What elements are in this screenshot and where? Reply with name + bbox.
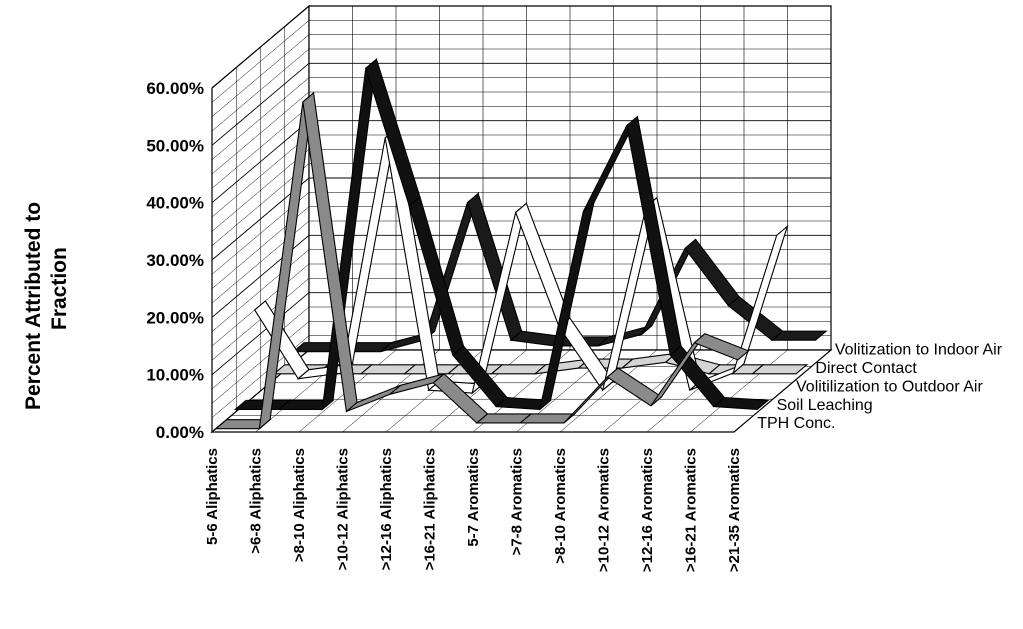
series-label: Soil Leaching (777, 397, 873, 414)
series-0-ribbon (214, 91, 750, 431)
y-tick-label: 60.00% (146, 79, 204, 98)
series-3-segment (751, 364, 809, 375)
x-tick-label: >16-21 Aromatics (683, 448, 700, 572)
series-label: TPH Conc. (757, 415, 835, 432)
series-4-ribbon (291, 191, 828, 353)
y-axis-label-line-2: Fraction (48, 247, 71, 330)
x-tick-label: 5-7 Aromatics (465, 448, 482, 547)
y-tick-label: 40.00% (146, 194, 204, 213)
series-label: Direct Contact (815, 360, 917, 377)
series-label: Volitilization to Outdoor Air (796, 378, 983, 395)
y-tick-label: 10.00% (146, 366, 204, 385)
y-tick-label: 30.00% (146, 251, 204, 270)
x-tick-label: >7-8 Aromatics (509, 448, 526, 555)
series-2-ribbon (253, 127, 789, 395)
y-tick-label: 0.00% (156, 423, 204, 442)
series-2-segment (732, 224, 789, 375)
x-tick-label: >8-10 Aliphatics (291, 448, 308, 562)
y-tick-labels: 0.00% 10.00% 20.00% 30.00% 40.00% 50.00% 60.00… (146, 79, 204, 442)
x-tick-label: >12-16 Aromatics (639, 448, 656, 572)
x-tick-label: >6-8 Aliphatics (248, 448, 265, 554)
x-tick-label: >10-12 Aliphatics (335, 448, 352, 570)
series-0-segment (693, 333, 750, 361)
series-1-ribbon (233, 57, 770, 411)
x-tick-label: >8-10 Aromatics (552, 448, 569, 564)
x-tick-label: >16-21 Aliphatics (422, 448, 439, 570)
floor-line (429, 349, 527, 433)
y-tick-label: 20.00% (146, 308, 204, 327)
x-tick-label: >12-16 Aliphatics (378, 448, 395, 570)
series-4-segment (770, 330, 828, 341)
floor-line (646, 349, 745, 433)
chart-ribbons (214, 57, 828, 431)
y-axis-label-line-1: Percent Attributed to (22, 202, 45, 410)
series-label: Volitization to Indoor Air (835, 342, 1003, 359)
x-tick-label: >21-35 Aromatics (726, 448, 743, 572)
x-tick-labels: 5-6 Aliphatics >6-8 Aliphatics >8-10 Aliph… (204, 448, 743, 572)
x-tick-label: >10-12 Aromatics (596, 448, 613, 572)
series-1-segment (712, 397, 770, 411)
series-labels: TPH Conc.Soil Leaching Volitilization to … (757, 342, 1002, 433)
floor-line (690, 349, 788, 433)
floor-line (733, 349, 832, 433)
x-tick-label: 5-6 Aliphatics (204, 448, 221, 545)
y-tick-label: 50.00% (146, 136, 204, 155)
